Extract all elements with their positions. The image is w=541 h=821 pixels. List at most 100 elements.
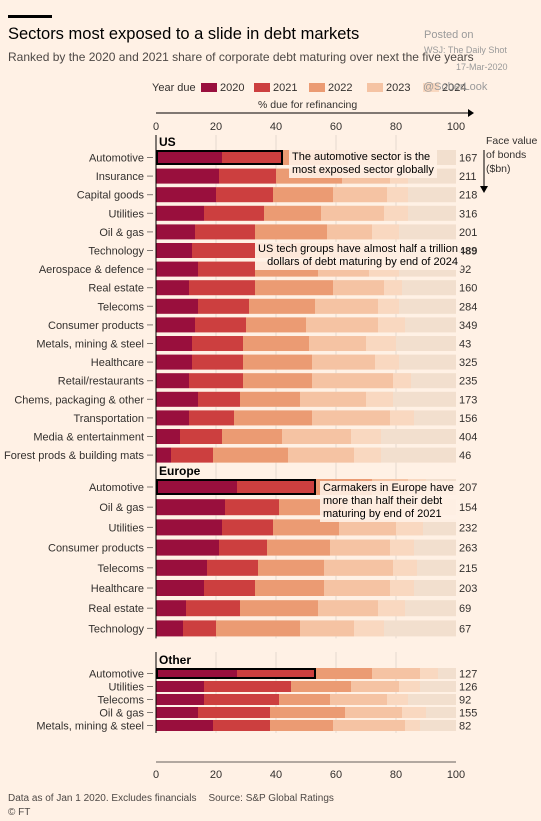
bar-us-13-2022 xyxy=(240,391,300,407)
bar-other-3-2021 xyxy=(198,707,270,718)
bar-us-3-2023 xyxy=(321,205,384,221)
bar-us-11-2022 xyxy=(243,354,312,370)
bar-us-15-2022 xyxy=(222,429,282,444)
top-axis-arrow xyxy=(468,109,474,117)
bar-other-2-2020 xyxy=(156,694,204,705)
face-value-other-3: 155 xyxy=(459,708,477,720)
bar-us-8-2020 xyxy=(156,298,198,314)
row-label-us-7: Real estate xyxy=(88,283,144,295)
legend-swatch-2022 xyxy=(309,83,325,92)
bar-us-9-2023 xyxy=(306,317,378,333)
bar-us-0-2020 xyxy=(156,150,222,165)
bar-europe-7-2023 xyxy=(300,620,354,637)
highlight-box-us xyxy=(156,150,283,165)
bar-europe-4-2023 xyxy=(324,559,393,576)
chart-title: Sectors most exposed to a slide in debt … xyxy=(8,25,360,43)
bar-us-12-2020 xyxy=(156,373,189,389)
bar-us-14-2023 xyxy=(312,410,390,426)
bar-europe-3-2020 xyxy=(156,539,219,556)
bar-us-10-2022 xyxy=(243,336,309,351)
bar-other-2-2021 xyxy=(204,694,279,705)
watermark-source: WSJ: The Daily Shot xyxy=(424,45,507,55)
face-value-us-4: 201 xyxy=(459,227,477,239)
row-label-europe-0: Automotive xyxy=(89,482,144,494)
row-label-us-11: Healthcare xyxy=(91,357,144,369)
bar-europe-3-2023 xyxy=(330,539,390,556)
row-label-europe-5: Healthcare xyxy=(91,583,144,595)
bar-europe-3-2024 xyxy=(390,539,414,556)
face-value-us-12: 235 xyxy=(459,376,477,388)
annotation-us-technology: US tech groups have almost half a trilli… xyxy=(255,242,461,270)
bottom-tick-label-0: 0 xyxy=(153,769,159,781)
axis-title: % due for refinancing xyxy=(258,99,358,111)
bar-us-10-2024 xyxy=(366,336,396,351)
bar-us-10-2023 xyxy=(309,336,366,351)
group-title-us: US xyxy=(159,135,176,149)
face-value-europe-5: 203 xyxy=(459,583,477,595)
legend-item-2024: 2024 xyxy=(423,82,466,94)
face-value-europe-0: 207 xyxy=(459,482,477,494)
face-value-europe-3: 263 xyxy=(459,543,477,555)
face-value-arrow-head xyxy=(480,186,488,193)
bar-us-5-2020 xyxy=(156,243,192,258)
row-label-europe-4: Telecoms xyxy=(98,563,145,575)
bar-us-7-2023 xyxy=(333,280,384,296)
row-label-us-15: Media & entertainment xyxy=(33,432,144,444)
row-label-us-13: Chems, packaging & other xyxy=(14,394,144,406)
bar-europe-5-2023 xyxy=(324,580,390,596)
bar-us-8-2022 xyxy=(249,298,315,314)
bar-us-11-2020 xyxy=(156,354,192,370)
face-value-us-0: 167 xyxy=(459,153,477,165)
bar-us-13-2021 xyxy=(198,391,240,407)
bar-us-2-2020 xyxy=(156,187,216,203)
bar-europe-4-2024 xyxy=(393,559,417,576)
bar-other-3-2024 xyxy=(402,707,426,718)
chart-subtitle: Ranked by the 2020 and 2021 share of cor… xyxy=(8,50,474,64)
bar-other-1-2023 xyxy=(351,681,399,692)
face-value-us-13: 173 xyxy=(459,394,477,406)
bar-europe-3-2021 xyxy=(219,539,267,556)
face-value-us-6: 92 xyxy=(459,264,471,276)
bar-us-6-2020 xyxy=(156,261,198,277)
watermark-posted-on: Posted on xyxy=(424,29,474,41)
bar-us-12-2023 xyxy=(312,373,393,389)
bar-us-4-2021 xyxy=(195,224,255,240)
highlight-box-other xyxy=(156,668,316,679)
bar-us-9-2022 xyxy=(246,317,306,333)
row-label-us-8: Telecoms xyxy=(98,301,145,313)
highlight-box-europe xyxy=(156,479,316,495)
row-label-other-0: Automotive xyxy=(89,669,144,681)
bottom-tick-label-20: 20 xyxy=(210,769,222,781)
face-value-label: Face value of bonds ($bn) xyxy=(486,135,538,175)
group-title-other: Other xyxy=(159,653,191,667)
bar-other-4-2024 xyxy=(405,720,420,731)
bar-other-4-2020 xyxy=(156,720,213,731)
face-value-other-0: 127 xyxy=(459,669,477,681)
face-value-other-4: 82 xyxy=(459,721,471,733)
row-label-us-5: Technology xyxy=(88,246,144,258)
row-label-us-2: Capital goods xyxy=(77,190,145,202)
bar-europe-2-2020 xyxy=(156,519,222,536)
face-value-europe-4: 215 xyxy=(459,563,477,575)
row-label-other-3: Oil & gas xyxy=(99,708,144,720)
bar-other-1-2020 xyxy=(156,681,204,692)
bar-other-0-2021 xyxy=(237,668,315,679)
legend-swatch-2023 xyxy=(367,83,383,92)
bar-us-12-2022 xyxy=(243,373,312,389)
bar-us-15-2023 xyxy=(282,429,351,444)
bar-us-4-2024 xyxy=(372,224,399,240)
annotation-us-automotive: The automotive sector is the most expose… xyxy=(289,150,437,178)
bar-us-13-2024 xyxy=(366,391,393,407)
legend-swatch-2020 xyxy=(201,83,217,92)
bar-other-1-2024 xyxy=(399,681,420,692)
bar-us-2-2022 xyxy=(273,187,333,203)
bar-us-2-2021 xyxy=(216,187,273,203)
bar-other-2-2024 xyxy=(387,694,408,705)
face-value-other-2: 92 xyxy=(459,695,471,707)
face-value-europe-2: 232 xyxy=(459,522,477,534)
bar-us-9-2020 xyxy=(156,317,195,333)
watermark-handle: @SoberLook xyxy=(423,81,488,93)
bar-europe-6-2021 xyxy=(186,600,240,617)
bar-europe-2-2023 xyxy=(339,519,396,536)
